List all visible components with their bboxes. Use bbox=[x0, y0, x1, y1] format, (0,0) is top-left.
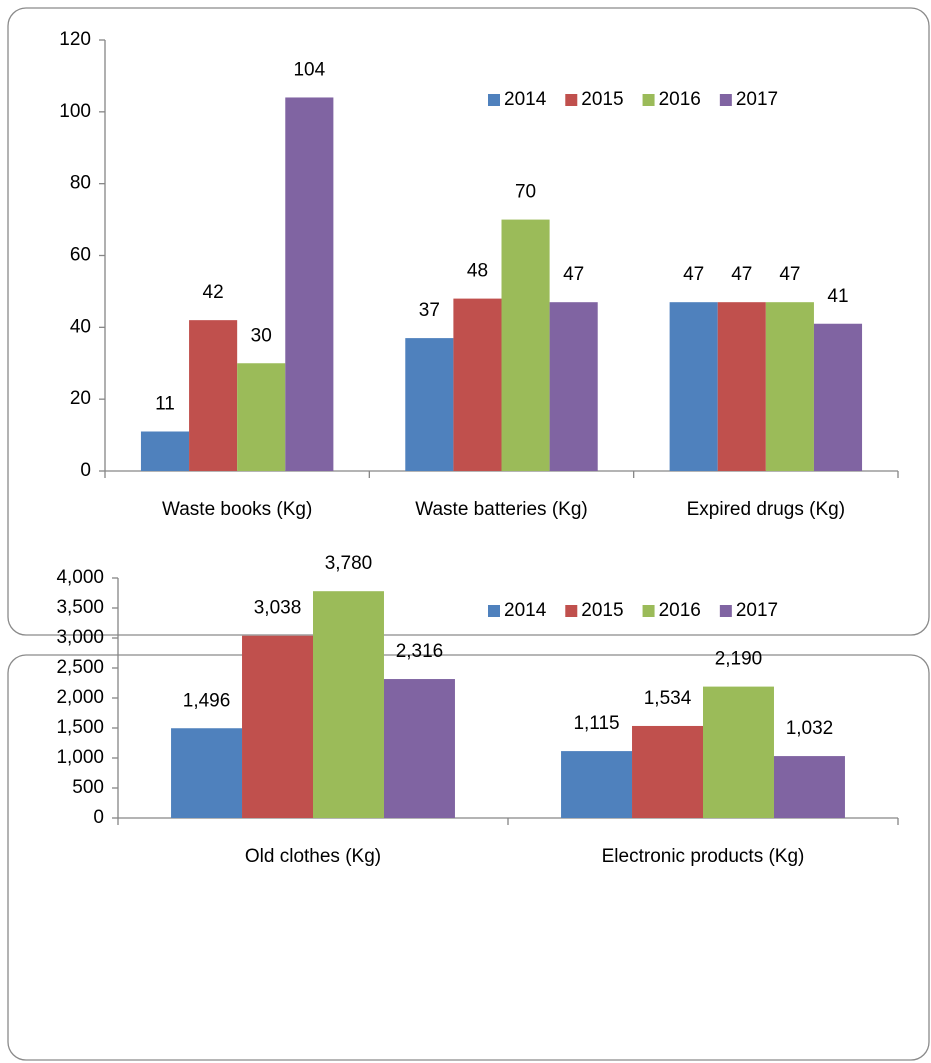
legend-swatch bbox=[488, 605, 500, 617]
legend-swatch bbox=[488, 94, 500, 106]
data-label: 1,115 bbox=[573, 713, 619, 734]
bar bbox=[501, 219, 550, 471]
data-label: 3,038 bbox=[254, 598, 302, 619]
data-label: 2,190 bbox=[715, 649, 763, 670]
bar bbox=[285, 97, 334, 471]
legend-swatch bbox=[565, 94, 578, 106]
bar bbox=[549, 302, 598, 471]
data-label: 47 bbox=[779, 264, 800, 285]
legend-label: 2014 bbox=[504, 89, 547, 110]
y-tick-label: 2,500 bbox=[56, 657, 104, 678]
bar bbox=[237, 363, 286, 471]
legend-swatch bbox=[565, 605, 578, 617]
y-tick-label: 100 bbox=[59, 101, 91, 122]
data-label: 47 bbox=[731, 264, 752, 285]
bar bbox=[453, 298, 502, 471]
bar bbox=[383, 679, 455, 818]
data-label: 70 bbox=[515, 182, 536, 203]
y-tick-label: 3,500 bbox=[56, 597, 104, 618]
x-tick-label: Electronic products (Kg) bbox=[602, 846, 805, 867]
x-tick-label: Old clothes (Kg) bbox=[245, 846, 381, 867]
bar bbox=[669, 302, 718, 471]
legend-label: 2016 bbox=[659, 600, 701, 621]
y-tick-label: 4,000 bbox=[56, 567, 104, 588]
data-label: 48 bbox=[467, 261, 488, 282]
y-tick-label: 80 bbox=[70, 173, 91, 194]
data-label: 30 bbox=[251, 325, 272, 346]
bar bbox=[703, 686, 774, 818]
data-label: 1,496 bbox=[183, 690, 231, 711]
x-tick-label: Expired drugs (Kg) bbox=[687, 499, 845, 520]
y-tick-label: 1,500 bbox=[56, 717, 104, 738]
data-label: 47 bbox=[683, 264, 704, 285]
bar bbox=[140, 431, 190, 471]
data-label: 47 bbox=[563, 264, 584, 285]
bar bbox=[242, 635, 313, 818]
y-tick-label: 3,000 bbox=[56, 627, 104, 648]
y-tick-label: 0 bbox=[93, 807, 104, 828]
bar bbox=[561, 751, 633, 818]
data-label: 42 bbox=[203, 282, 224, 303]
legend-label: 2016 bbox=[659, 89, 701, 110]
y-tick-label: 60 bbox=[70, 245, 91, 266]
bar bbox=[773, 756, 845, 818]
bar bbox=[313, 591, 384, 818]
legend-label: 2014 bbox=[504, 600, 547, 621]
y-tick-label: 2,000 bbox=[56, 687, 104, 708]
bar bbox=[717, 302, 766, 471]
bar bbox=[765, 302, 814, 471]
y-tick-label: 0 bbox=[80, 460, 91, 481]
bar bbox=[405, 338, 454, 471]
data-label: 3,780 bbox=[325, 553, 373, 574]
data-label: 37 bbox=[419, 300, 440, 321]
legend-label: 2015 bbox=[581, 89, 623, 110]
bar bbox=[813, 323, 863, 471]
legend-label: 2015 bbox=[581, 600, 623, 621]
data-label: 2,316 bbox=[396, 641, 444, 662]
legend-swatch bbox=[719, 94, 732, 106]
legend-label: 2017 bbox=[736, 600, 778, 621]
y-tick-label: 1,000 bbox=[56, 747, 104, 768]
legend-swatch bbox=[642, 605, 655, 617]
x-tick-label: Waste books (Kg) bbox=[162, 499, 312, 520]
bar bbox=[189, 320, 238, 471]
legend-label: 2017 bbox=[736, 89, 778, 110]
data-label: 11 bbox=[155, 394, 175, 415]
bar bbox=[171, 728, 243, 818]
legend-swatch bbox=[642, 94, 655, 106]
data-label: 1,032 bbox=[786, 718, 834, 739]
bar bbox=[632, 725, 703, 818]
legend-swatch bbox=[719, 605, 732, 617]
data-label: 41 bbox=[827, 286, 848, 307]
data-label: 104 bbox=[293, 59, 325, 80]
y-tick-label: 500 bbox=[72, 777, 104, 798]
y-tick-label: 120 bbox=[59, 29, 91, 50]
x-tick-label: Waste batteries (Kg) bbox=[415, 499, 587, 520]
y-tick-label: 40 bbox=[70, 316, 91, 337]
y-tick-label: 20 bbox=[70, 388, 91, 409]
data-label: 1,534 bbox=[644, 688, 692, 709]
